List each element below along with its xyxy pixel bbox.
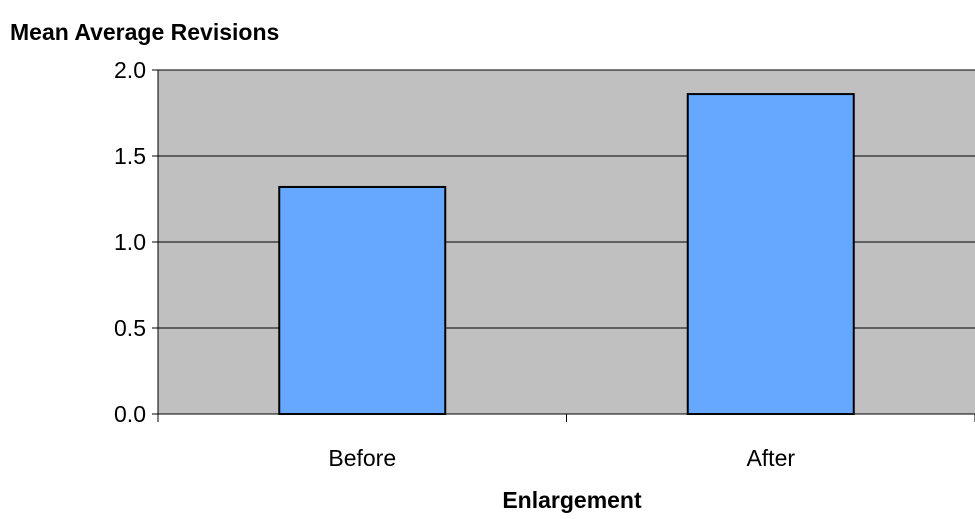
x-category-labels: Before After: [328, 445, 795, 471]
bar-before: [278, 185, 447, 415]
axes: [152, 69, 975, 422]
y-tick-labels: 0.0 0.5 1.0 1.5 2.0: [114, 57, 146, 427]
y-tick-label: 0.0: [114, 401, 146, 427]
x-category-label: Before: [328, 445, 396, 471]
y-axis-title: Mean Average Revisions: [10, 19, 279, 45]
y-tick-label: 2.0: [114, 57, 146, 83]
x-axis-title: Enlargement: [502, 487, 642, 513]
y-tick-label: 0.5: [114, 315, 146, 341]
bar-after: [686, 93, 855, 416]
x-category-label: After: [746, 445, 795, 471]
y-tick-label: 1.0: [114, 229, 146, 255]
y-tick-label: 1.5: [114, 143, 146, 169]
